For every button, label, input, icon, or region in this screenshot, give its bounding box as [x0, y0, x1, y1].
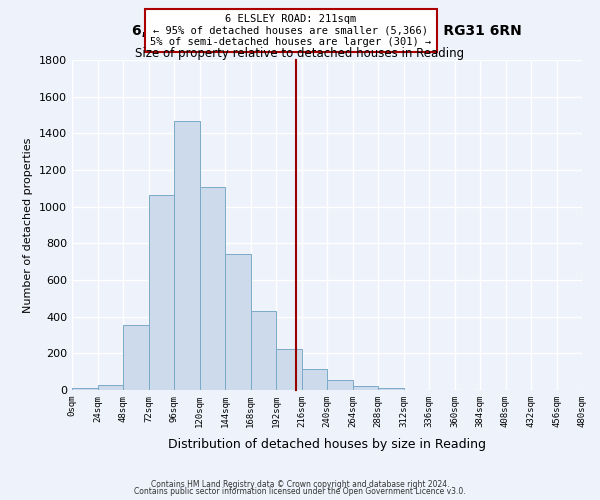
Text: Size of property relative to detached houses in Reading: Size of property relative to detached ho…	[136, 48, 464, 60]
Bar	[97, 384, 123, 390]
Bar	[378, 388, 404, 390]
Bar	[276, 349, 302, 390]
Text: 6 ELSLEY ROAD: 211sqm
← 95% of detached houses are smaller (5,366)
5% of semi-de: 6 ELSLEY ROAD: 211sqm ← 95% of detached …	[150, 14, 431, 47]
Title: 6, ELSLEY ROAD, TILEHURST, READING, RG31 6RN: 6, ELSLEY ROAD, TILEHURST, READING, RG31…	[132, 24, 522, 38]
Bar	[327, 380, 353, 390]
Bar	[123, 325, 149, 390]
Text: Contains public sector information licensed under the Open Government Licence v3: Contains public sector information licen…	[134, 487, 466, 496]
X-axis label: Distribution of detached houses by size in Reading: Distribution of detached houses by size …	[168, 438, 486, 451]
Bar	[174, 120, 199, 390]
Y-axis label: Number of detached properties: Number of detached properties	[23, 138, 34, 312]
Text: Contains HM Land Registry data © Crown copyright and database right 2024.: Contains HM Land Registry data © Crown c…	[151, 480, 449, 489]
Bar	[72, 388, 97, 390]
Bar	[225, 254, 251, 390]
Bar	[353, 386, 378, 390]
Bar	[199, 186, 225, 390]
Bar	[302, 369, 327, 390]
Bar	[149, 194, 174, 390]
Bar	[251, 311, 276, 390]
